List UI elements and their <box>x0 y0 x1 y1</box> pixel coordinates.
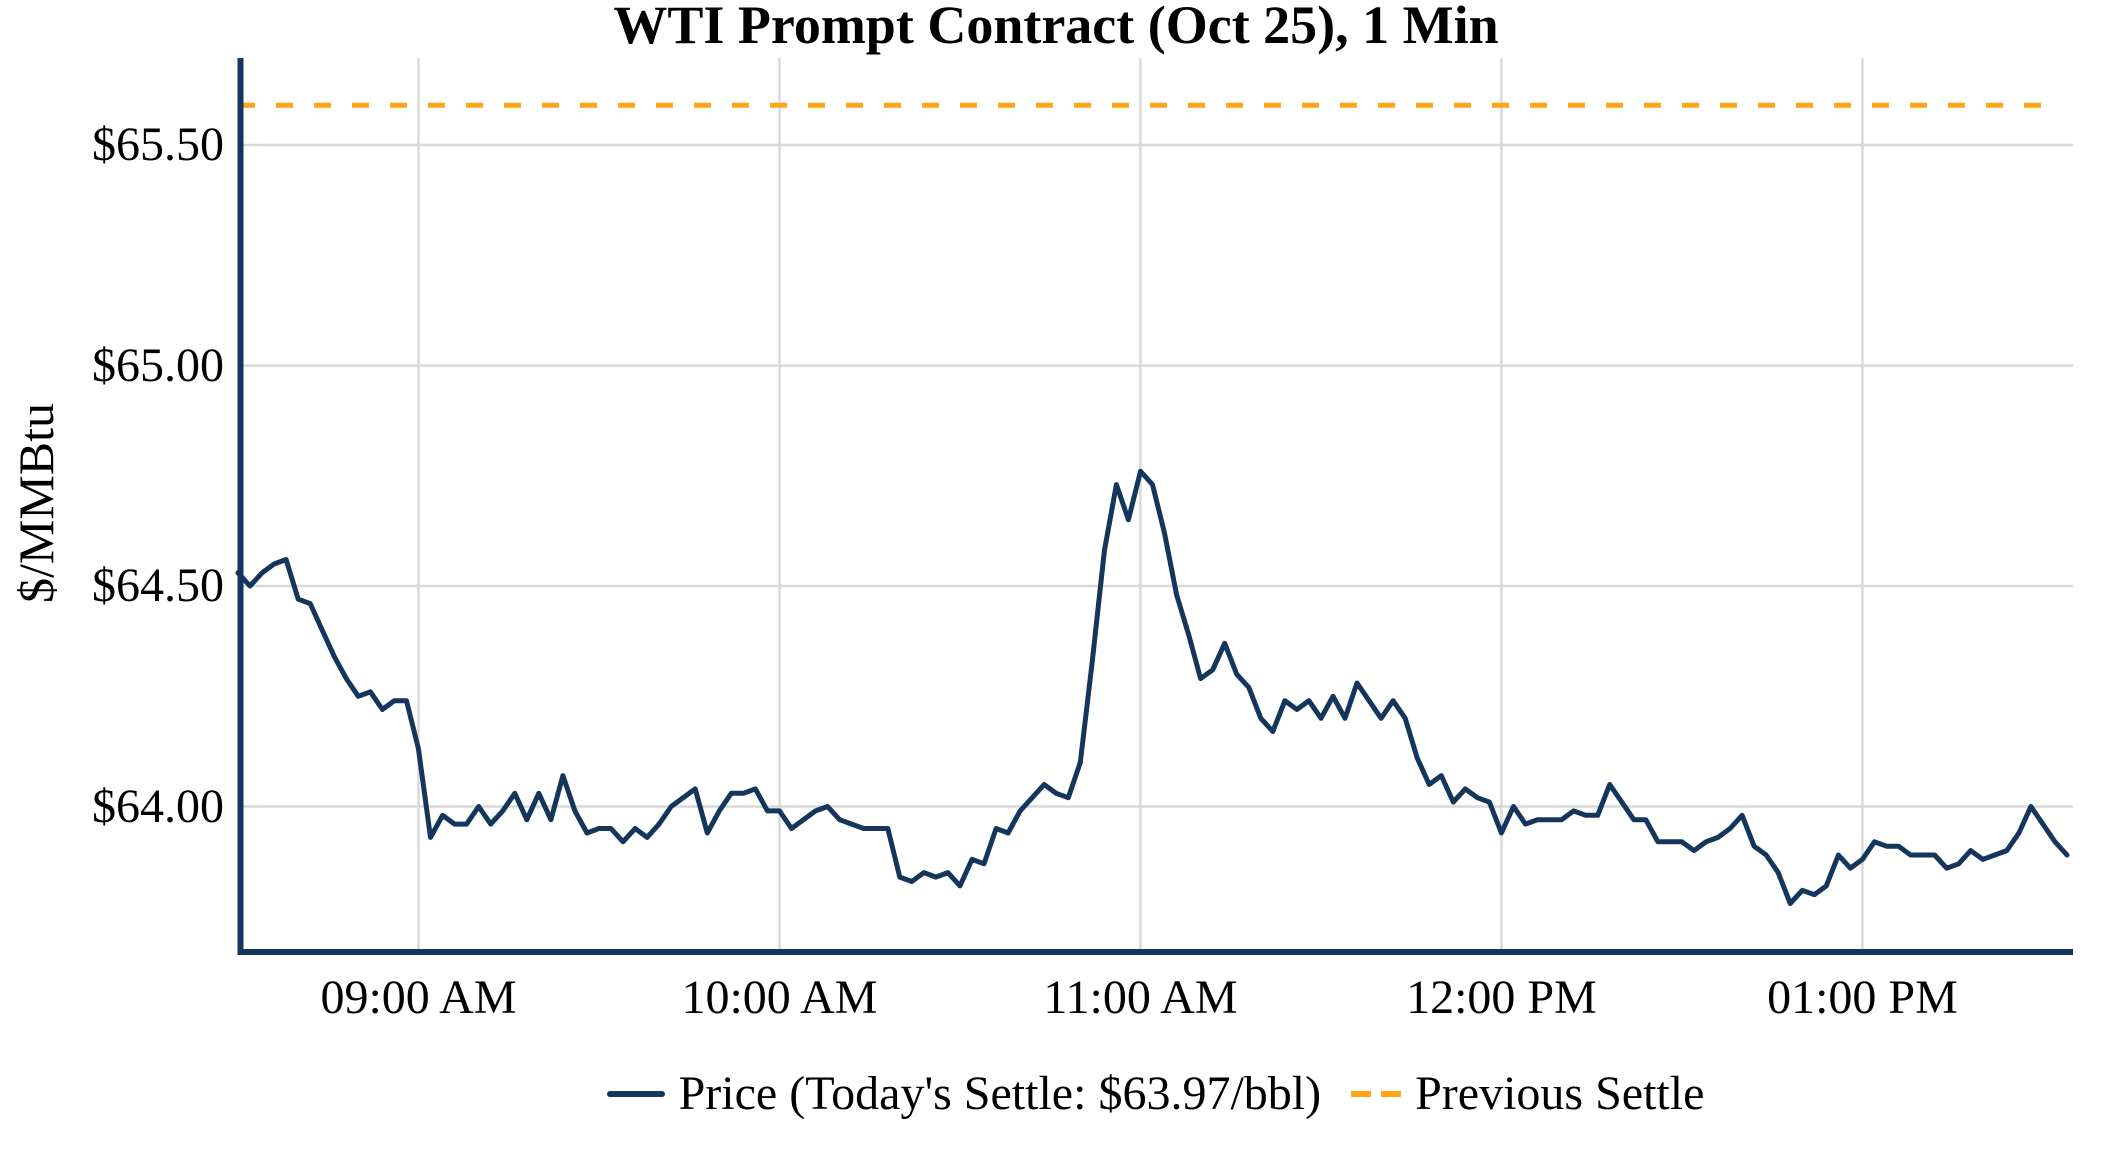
x-tick-label: 09:00 AM <box>320 971 517 1024</box>
x-tick-label: 12:00 PM <box>1406 971 1597 1024</box>
chart-title: WTI Prompt Contract (Oct 25), 1 Min <box>613 0 1499 55</box>
y-tick-label: $64.50 <box>92 559 224 612</box>
y-tick-label: $65.00 <box>92 338 224 392</box>
y-tick-label: $64.00 <box>92 779 224 833</box>
legend: Price (Today's Settle: $63.97/bbl) Previ… <box>238 1058 2073 1130</box>
axes <box>237 58 2073 955</box>
legend-price-label: Price (Today's Settle: $63.97/bbl) <box>678 1067 1322 1120</box>
x-tick-label: 01:00 PM <box>1767 971 1958 1024</box>
legend-previous-settle-label: Previous Settle <box>1415 1067 1705 1120</box>
y-tick-label: $65.50 <box>92 118 224 171</box>
price-line-swatch <box>606 1091 665 1097</box>
previous-settle-line-swatch <box>1351 1091 1402 1097</box>
x-tick-label: 11:00 AM <box>1043 971 1238 1024</box>
price-line <box>235 468 2070 906</box>
x-tick-label: 10:00 AM <box>681 971 878 1024</box>
